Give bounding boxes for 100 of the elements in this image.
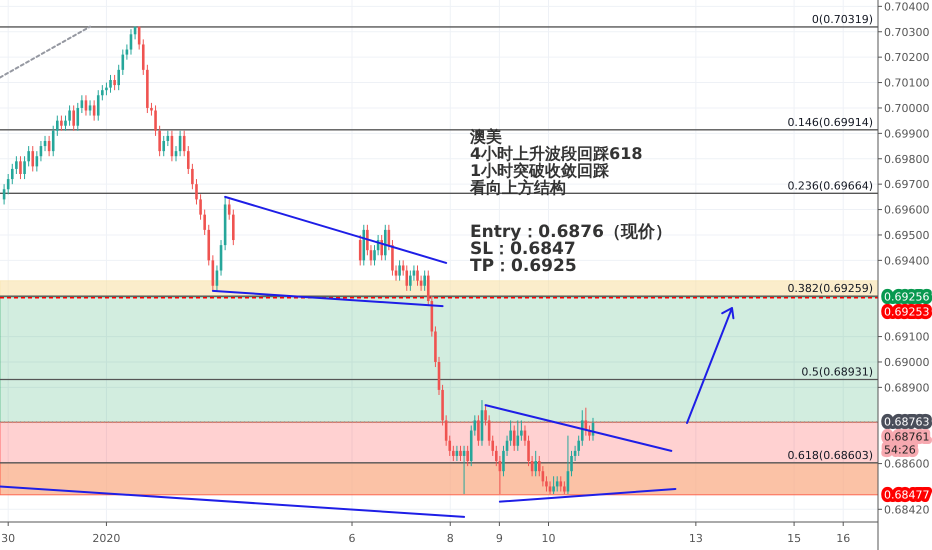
candlestick	[130, 28, 132, 56]
candlestick	[195, 178, 198, 205]
ref-line-label: 0.618(0.68603)	[787, 448, 873, 462]
candlestick	[162, 135, 166, 157]
candlestick	[92, 100, 96, 122]
candlestick	[48, 135, 50, 157]
candlestick	[405, 264, 408, 292]
candlestick	[52, 125, 55, 157]
y-tick-label: 0.68900	[884, 381, 930, 394]
candlestick	[563, 480, 566, 495]
y-tick-label: 0.70200	[884, 51, 930, 64]
candlestick	[15, 156, 18, 174]
x-tick-label: 6	[348, 532, 356, 545]
candlestick	[182, 130, 186, 157]
candlestick	[80, 94, 84, 114]
candlestick	[36, 150, 38, 172]
candlestick	[166, 130, 170, 147]
candlestick	[452, 445, 455, 462]
candlestick	[72, 104, 75, 132]
candlestick	[462, 445, 466, 495]
candlestick	[23, 156, 26, 180]
candlestick	[174, 146, 178, 162]
ref-line-label: 0(0.70319)	[812, 12, 873, 26]
annotation: 1小时突破收敛回踩	[470, 161, 610, 180]
x-tick-label: 9	[496, 532, 503, 545]
y-tick-label: 0.68600	[884, 458, 930, 471]
x-tick-label: 16	[836, 532, 850, 545]
y-tick-label: 0.69700	[884, 178, 930, 192]
candlestick	[577, 435, 580, 456]
candlestick	[154, 104, 157, 136]
x-tick-label: 10	[541, 532, 556, 545]
candlestick	[150, 102, 153, 116]
ref-line-label: 0.5(0.68931)	[801, 366, 873, 378]
candlestick	[548, 480, 552, 495]
candlestick	[68, 104, 71, 126]
candlestick	[40, 140, 42, 162]
candlestick	[88, 100, 92, 116]
candlestick	[186, 146, 190, 174]
candlestick	[402, 260, 404, 276]
candlestick	[64, 115, 67, 132]
candlestick	[19, 156, 22, 180]
annotation: 看向上方结构	[469, 178, 566, 197]
annotation: TP：0.6925	[470, 256, 577, 276]
candlestick	[96, 90, 100, 122]
x-tick-label: 2020	[92, 532, 120, 545]
y-tick-label: 0.69500	[884, 228, 930, 242]
candlestick	[566, 435, 570, 495]
candlestick	[56, 115, 59, 136]
text: 澳美	[469, 127, 502, 146]
candlestick	[6, 174, 10, 195]
candlestick	[121, 49, 124, 76]
y-tick-label: 0.69000	[884, 356, 930, 369]
candlestick	[456, 445, 458, 462]
candlestick	[552, 476, 555, 495]
candlestick	[44, 135, 46, 152]
candlestick	[60, 115, 63, 132]
candlestick	[76, 102, 80, 132]
candlestick	[534, 450, 538, 477]
candlestick	[158, 125, 161, 157]
candlestick	[113, 74, 116, 91]
candlestick	[126, 44, 128, 60]
candlestick	[170, 130, 174, 162]
candlestick	[559, 476, 562, 492]
candlestick	[556, 476, 558, 492]
candlestick	[134, 26, 136, 40]
candlestick	[84, 94, 88, 116]
y-tick-label: 0.69900	[884, 127, 930, 140]
candlestick	[477, 414, 480, 446]
candlestick	[423, 270, 426, 292]
candlestick	[27, 146, 30, 167]
candlestick	[203, 209, 206, 236]
ref-line-label: 0.68761 54:26	[884, 430, 930, 457]
candlestick	[31, 146, 34, 172]
candlestick	[398, 260, 401, 282]
ref-line-label: 0.382(0.69259)	[787, 282, 873, 296]
y-tick-label: 0.69600	[884, 204, 930, 217]
annotation: Entry：0.6876（现价）	[470, 222, 672, 242]
candlestick	[358, 234, 362, 266]
x-tick-label: 13	[688, 532, 703, 545]
y-tick-label: 0.69100	[884, 330, 930, 344]
x-tick-label: 8	[446, 532, 454, 545]
y-tick-label: 0.70000	[884, 102, 930, 115]
candlestick	[466, 445, 469, 467]
ref-line-label: 0.146(0.69914)	[787, 116, 873, 129]
y-tick-label: 0.68420	[884, 503, 930, 516]
candlestick	[512, 424, 516, 452]
y-tick-label: 0.70400	[884, 0, 930, 14]
x-tick-label: 15	[787, 532, 802, 545]
y-tick-label: 0.70100	[884, 76, 930, 90]
candlestick	[10, 163, 14, 185]
candlestick	[459, 445, 462, 462]
candlestick	[474, 414, 476, 436]
candlestick	[199, 194, 202, 220]
candlestick	[138, 26, 140, 50]
y-tick-label: 0.69800	[884, 152, 930, 166]
x-tick-label: 30	[1, 532, 16, 545]
ref-line-label: 0.236(0.69664)	[787, 179, 873, 192]
candlestick	[191, 163, 194, 190]
candlestick	[409, 270, 412, 292]
y-tick-label: 0.69400	[884, 254, 930, 268]
